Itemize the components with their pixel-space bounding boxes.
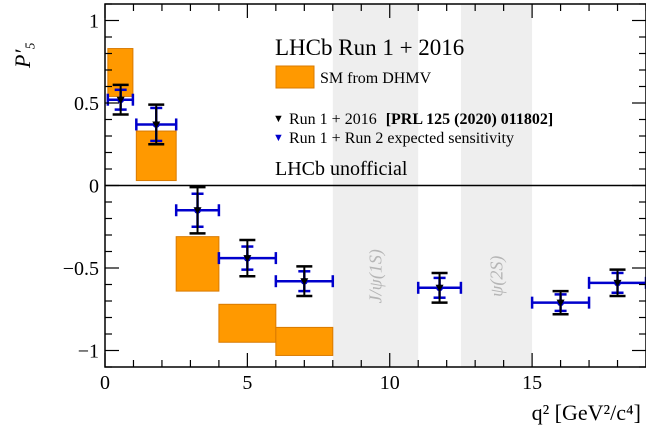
- legend-run2016-ref: [PRL 125 (2020) 011802]: [386, 111, 554, 128]
- legend-marker-run2016: ▼: [273, 113, 284, 125]
- legend-label-expected: Run 1 + Run 2 expected sensitivity: [289, 130, 514, 147]
- legend-run2016-name: Run 1 + 2016: [289, 111, 377, 128]
- y-tick-label: −0.5: [63, 258, 99, 280]
- y-tick-label: 0.5: [74, 93, 99, 115]
- x-tick-label: 5: [242, 372, 252, 394]
- run2016-point: [116, 96, 125, 104]
- x-tick-label: 15: [522, 372, 542, 394]
- x-tick-label: 10: [380, 372, 400, 394]
- chart-title: LHCb Run 1 + 2016: [275, 35, 464, 60]
- run2016-point: [152, 121, 161, 129]
- axis-ticks: 0 5 10 15 −1 −0.5 0 0.5 1: [63, 3, 646, 394]
- run2016-point: [243, 255, 252, 263]
- legend-label-sm: SM from DHMV: [320, 70, 432, 87]
- legend-marker-expected: ▼: [273, 132, 284, 144]
- x-tick-label: 0: [100, 372, 110, 394]
- x-axis-title: q² [GeV²/c⁴]: [532, 400, 641, 425]
- run2016-point: [556, 299, 565, 307]
- sm-band: [275, 326, 334, 356]
- sm-band: [218, 303, 277, 343]
- run2016-point: [435, 284, 444, 292]
- veto-label: ψ(2S): [487, 256, 508, 297]
- run2016-point: [193, 207, 202, 215]
- y-tick-label: 1: [89, 11, 99, 33]
- run2016-point: [300, 278, 309, 286]
- y-tick-label: −1: [78, 341, 99, 363]
- legend-swatch-sm: [275, 65, 315, 89]
- sm-band: [175, 236, 220, 292]
- veto-label: J/ψ(1S): [366, 249, 387, 303]
- y-axis-title: P′₅: [10, 42, 35, 69]
- unofficial-annotation: LHCb unofficial: [275, 158, 408, 180]
- run2016-points: [112, 83, 626, 316]
- legend: SM from DHMV ▼ Run 1 + 2016 [PRL 125 (20…: [273, 65, 553, 147]
- legend-label-run2016: Run 1 + 2016 [PRL 125 (2020) 011802]: [289, 111, 553, 128]
- run2016-point: [613, 279, 622, 287]
- sm-prediction-bands: [107, 48, 334, 356]
- y-tick-label: 0: [89, 176, 99, 198]
